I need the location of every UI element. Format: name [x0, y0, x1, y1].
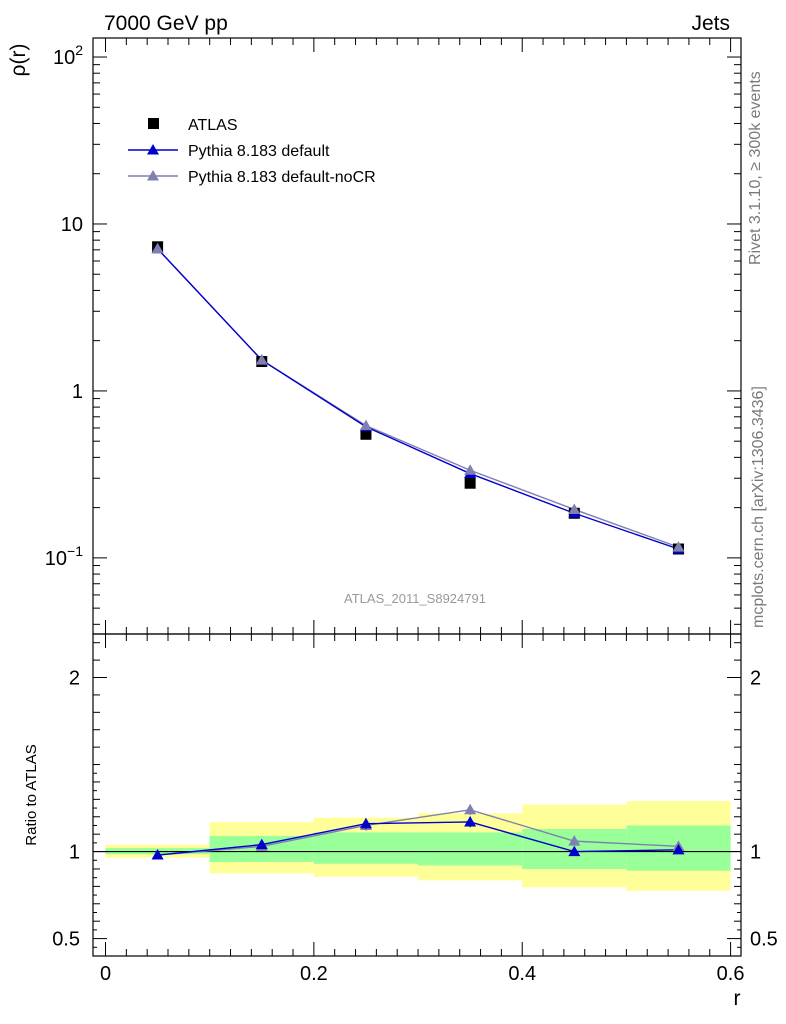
ratio-y-tick-label-left: 0.5 — [52, 929, 80, 951]
legend-marker-default — [147, 144, 159, 155]
ratio-y-tick-label-right: 0.5 — [750, 929, 778, 951]
ratio-nocr-point — [568, 835, 581, 846]
atlas-data-point — [360, 428, 372, 440]
legend-label: ATLAS — [188, 117, 238, 134]
legend-marker-atlas — [148, 118, 159, 129]
ratio-line-default — [157, 821, 679, 856]
nocr-mc-point — [568, 503, 581, 514]
ratio-plot-frame — [92, 633, 742, 957]
ratio-band-inner — [313, 832, 419, 864]
main-y-tick-label: 1 — [72, 381, 83, 403]
main-ylabel: ρ(r) — [7, 44, 30, 77]
ratio-x-tick-label: 0.6 — [717, 963, 745, 985]
ratio-line-nocr — [157, 809, 679, 856]
ratio-default-point — [672, 843, 685, 855]
main-y-tick-label: 10 — [61, 214, 83, 236]
series-line-nocr — [157, 248, 679, 548]
nocr-mc-point — [672, 541, 685, 552]
ratio-default-point — [151, 849, 164, 860]
legend-label: Pythia 8.183 default-noCR — [188, 169, 376, 186]
side-label-rivet: Rivet 3.1.10, ≥ 300k events — [747, 71, 764, 265]
legend-marker-nocr — [147, 170, 159, 181]
ratio-band-inner — [418, 832, 523, 866]
ratio-default-point — [568, 845, 581, 857]
ratio-nocr-point — [464, 803, 477, 815]
nocr-mc-point — [151, 242, 164, 254]
side-label-mcplots: mcplots.cern.ch [arXiv:1306.3436] — [750, 386, 767, 628]
main-y-tick-label: 10−1 — [45, 543, 83, 570]
ratio-y-tick-label-right: 2 — [750, 668, 761, 690]
atlas-data-point — [464, 477, 476, 489]
header-left-label: 7000 GeV pp — [104, 12, 228, 35]
ratio-default-point — [464, 815, 477, 827]
ratio-x-tick-label: 0.2 — [300, 963, 328, 985]
nocr-mc-point — [464, 464, 477, 475]
ratio-default-point — [255, 838, 268, 850]
nocr-mc-point — [359, 419, 372, 431]
header-right-label: Jets — [691, 12, 730, 35]
ratio-default-point — [359, 817, 372, 829]
analysis-watermark: ATLAS_2011_S8924791 — [344, 591, 486, 606]
ratio-ylabel: Ratio to ATLAS — [23, 744, 40, 845]
ratio-y-tick-label-left: 1 — [69, 842, 80, 864]
legend-label: Pythia 8.183 default — [188, 143, 330, 160]
legend: ATLAS Pythia 8.183 default Pythia 8.183 de… — [128, 117, 376, 186]
ratio-y-tick-label-left: 2 — [69, 668, 80, 690]
ratio-y-tick-label-right: 1 — [750, 842, 761, 864]
nocr-mc-point — [255, 354, 268, 365]
ratio-x-tick-label: 0.4 — [508, 963, 536, 985]
ratio-x-tick-label: 0 — [100, 963, 111, 985]
ratio-xlabel: r — [734, 987, 741, 1010]
main-y-tick-label: 102 — [53, 42, 83, 69]
series-line-default — [157, 248, 679, 550]
